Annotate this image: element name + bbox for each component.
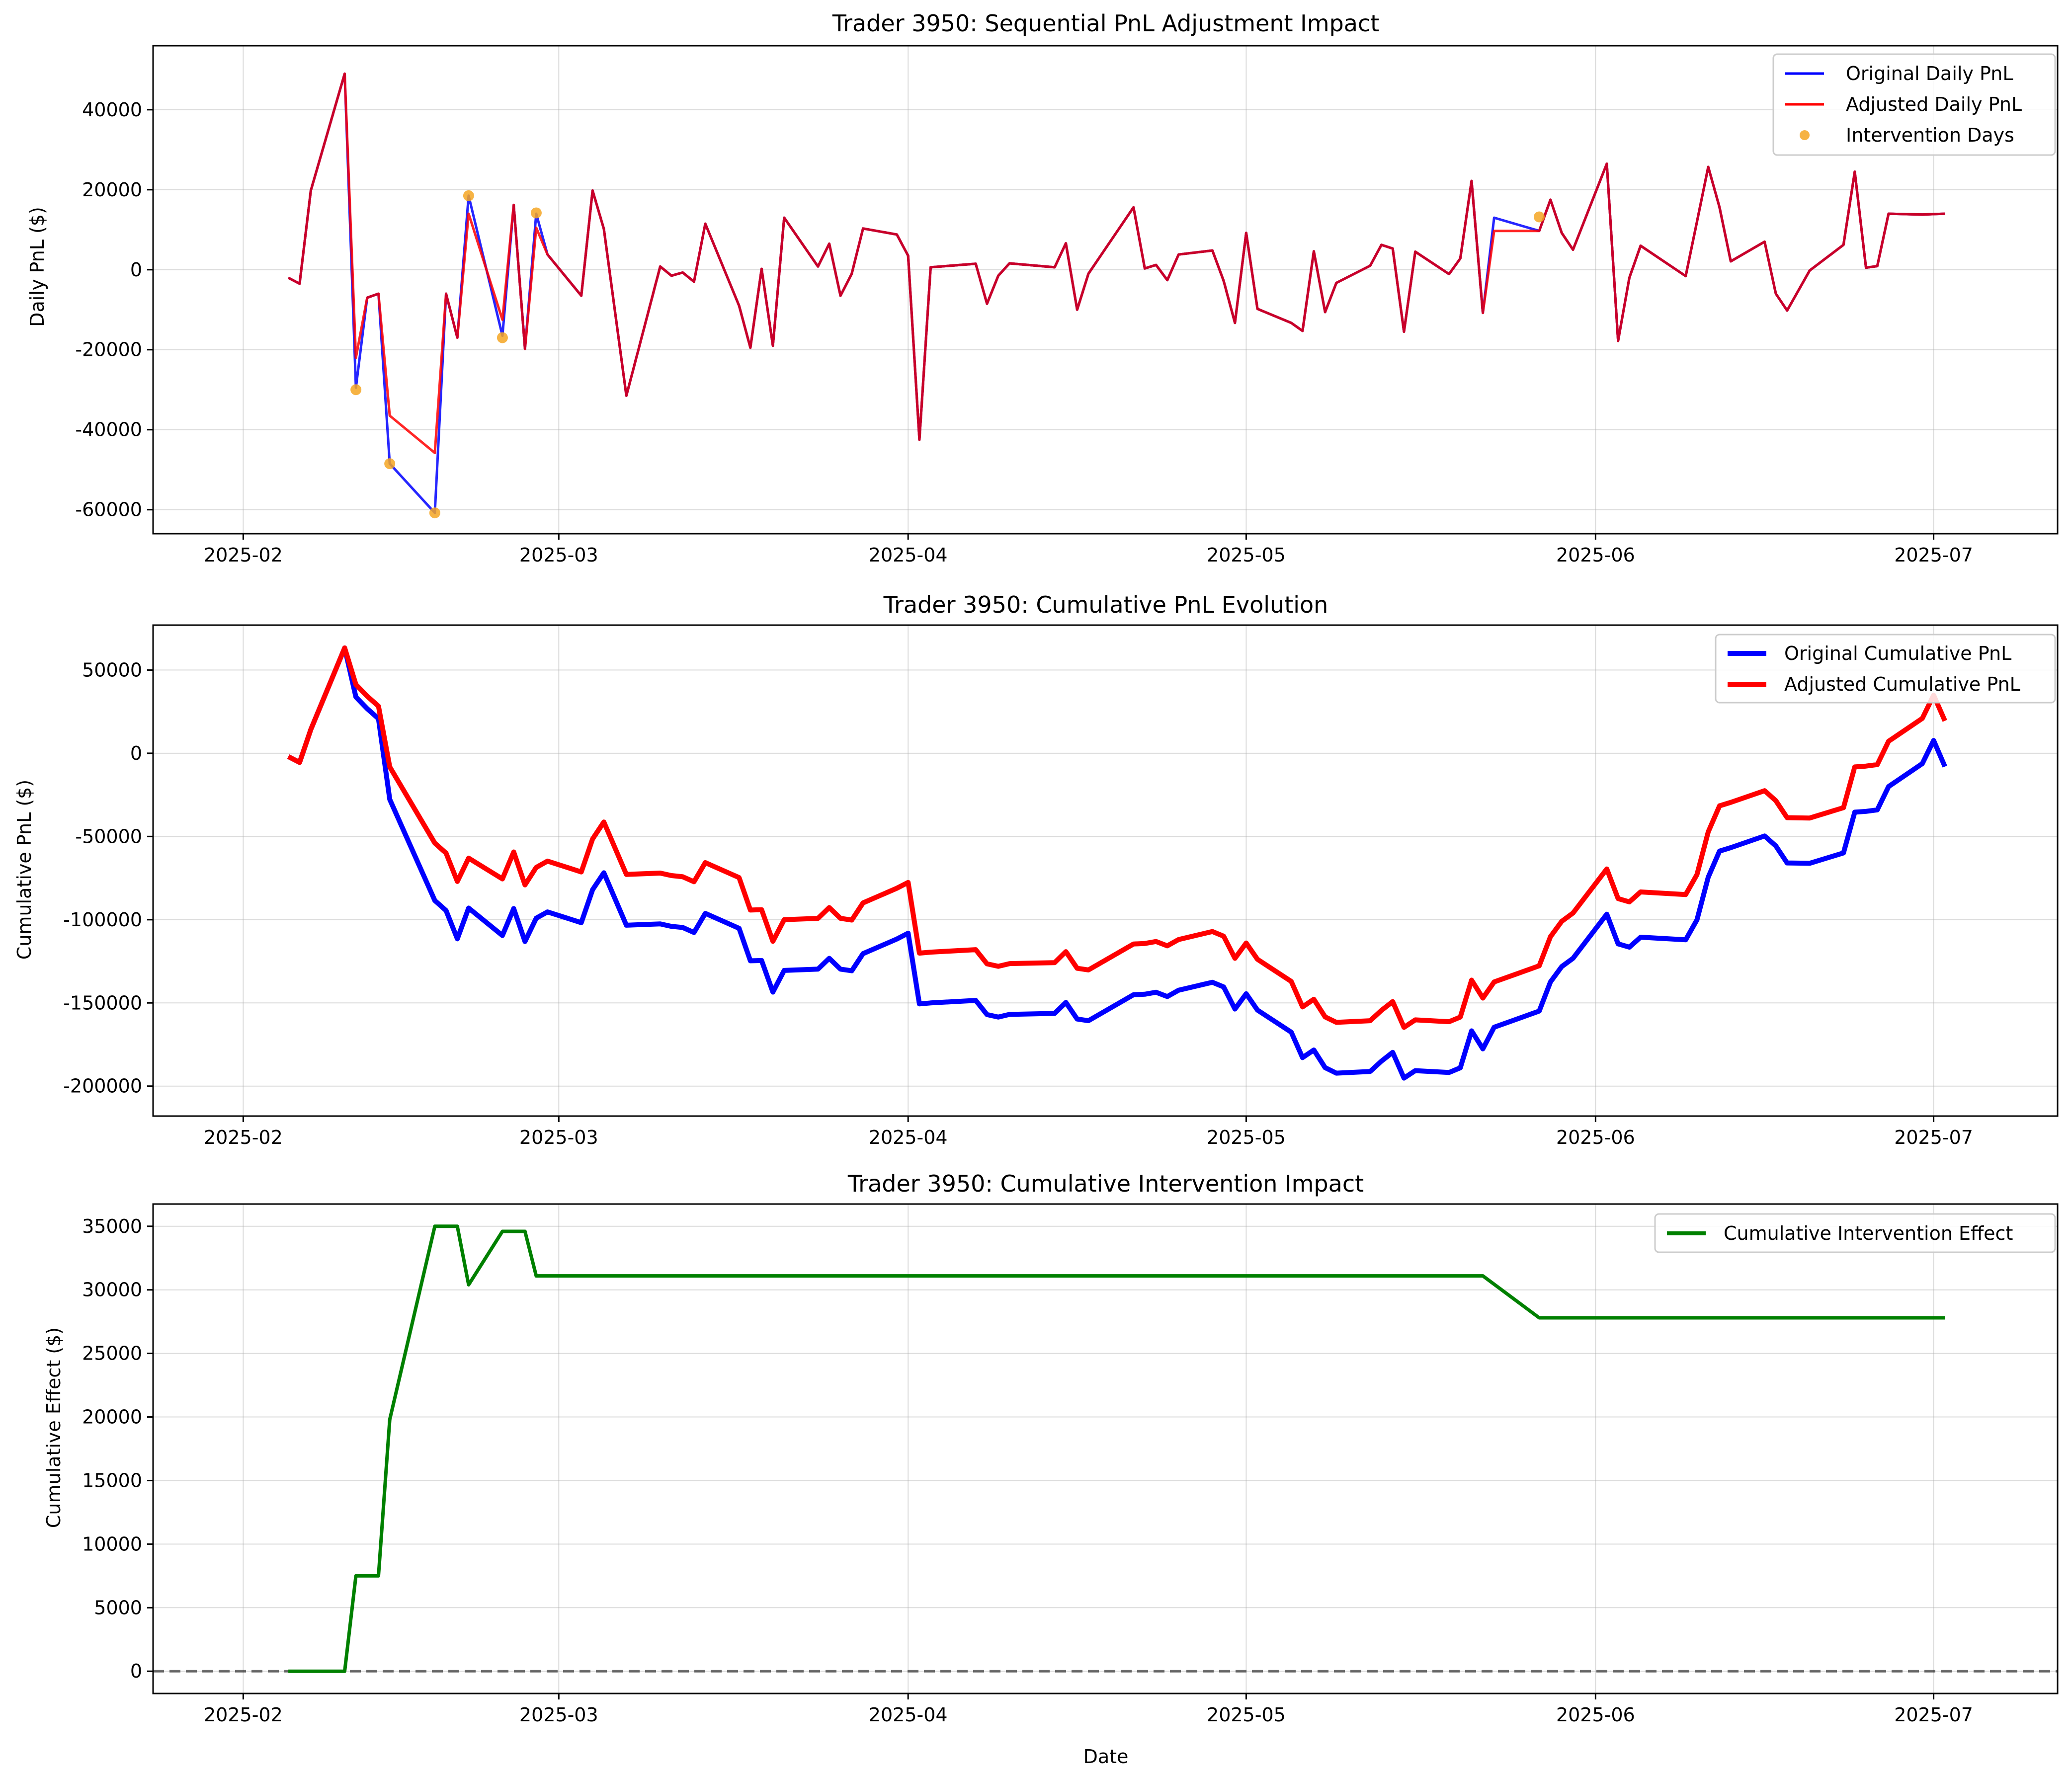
- x-tick-label: 2025-06: [1556, 1704, 1635, 1726]
- intervention-point: [429, 507, 440, 519]
- x-tick-label: 2025-07: [1894, 544, 1973, 566]
- y-axis-label-2: Cumulative PnL ($): [13, 780, 35, 960]
- plot-area-3: 0 5000 10000 15000 20000 25000 30000 35000 2025-…: [82, 1203, 2059, 1726]
- y-tick-label: 10000: [82, 1533, 142, 1555]
- series-line-cumulative-intervention-effect: [288, 1224, 1945, 1673]
- intervention-point: [1533, 211, 1545, 223]
- y-tick-label: 50000: [82, 659, 142, 681]
- series-overlap-segment: [1538, 162, 1945, 342]
- y-tick-label: -40000: [75, 419, 142, 441]
- intervention-point: [497, 332, 508, 343]
- x-tick-label: 2025-04: [869, 544, 948, 566]
- legend-box-1: [1772, 53, 2056, 156]
- chart-title-3: Trader 3950: Cumulative Intervention Imp…: [847, 1170, 1364, 1197]
- y-tick-label: 40000: [82, 99, 142, 121]
- legend-box-3: [1654, 1213, 2056, 1253]
- axes-frame: [152, 624, 2059, 1117]
- legend-1: Original Daily PnL Adjusted Daily PnL In…: [1772, 53, 2056, 156]
- x-tick-label: 2025-06: [1556, 544, 1635, 566]
- x-tick-label: 2025-04: [869, 1127, 948, 1148]
- legend-label-intervention-days: Intervention Days: [1846, 124, 2014, 146]
- chart-title-1: Trader 3950: Sequential PnL Adjustment I…: [832, 10, 1380, 37]
- y-tick-label: 0: [130, 259, 142, 281]
- y-tick-label: 15000: [82, 1469, 142, 1491]
- y-tick-label: -60000: [75, 499, 142, 521]
- intervention-point: [463, 190, 474, 201]
- intervention-point: [350, 384, 362, 396]
- y-tick-label: 30000: [82, 1279, 142, 1301]
- x-tick-label: 2025-05: [1207, 1127, 1286, 1148]
- x-tick-label: 2025-07: [1894, 1127, 1973, 1148]
- chart-title-2: Trader 3950: Cumulative PnL Evolution: [883, 591, 1328, 618]
- x-tick-label: 2025-02: [204, 1127, 283, 1148]
- y-tick-label: 0: [130, 742, 142, 764]
- series-line-adjusted-cumulative-pnl: [287, 645, 1947, 1030]
- legend-label-original-daily: Original Daily PnL: [1846, 63, 2013, 84]
- x-tick-label: 2025-03: [519, 1127, 598, 1148]
- x-tick-label: 2025-03: [519, 544, 598, 566]
- x-tick-label: 2025-02: [204, 1704, 283, 1726]
- series-overlap-segment: [287, 73, 346, 285]
- intervention-point: [530, 207, 542, 219]
- x-tick-label: 2025-02: [204, 544, 283, 566]
- x-axis-label: Date: [1083, 1746, 1129, 1768]
- legend-3: Cumulative Intervention Effect: [1654, 1213, 2056, 1253]
- legend-swatch-intervention-days: [1800, 130, 1810, 140]
- legend-label-intervention-effect: Cumulative Intervention Effect: [1724, 1222, 2013, 1244]
- y-tick-label: 0: [130, 1660, 142, 1682]
- x-tick-label: 2025-07: [1894, 1704, 1973, 1726]
- y-axis-label-3: Cumulative Effect ($): [43, 1327, 65, 1528]
- legend-label-original-cumulative: Original Cumulative PnL: [1784, 643, 2011, 664]
- series-overlap-segment: [366, 292, 379, 299]
- y-tick-label: 25000: [82, 1343, 142, 1365]
- y-tick-label: -50000: [75, 825, 142, 847]
- y-tick-label: 5000: [94, 1597, 142, 1618]
- legend-label-adjusted-daily: Adjusted Daily PnL: [1846, 93, 2022, 115]
- legend-label-adjusted-cumulative: Adjusted Cumulative PnL: [1784, 673, 2020, 695]
- y-tick-label: -100000: [63, 909, 142, 931]
- y-tick-label: 20000: [82, 1406, 142, 1428]
- series-overlap-segment: [546, 179, 1485, 441]
- axes-frame: [152, 45, 2059, 535]
- y-tick-label: -150000: [63, 992, 142, 1014]
- axes-frame: [152, 1203, 2059, 1694]
- series-overlap-segment: [445, 293, 459, 338]
- chart-panel-3: Trader 3950: Cumulative Intervention Imp…: [43, 1170, 2059, 1768]
- chart-panel-1: Trader 3950: Sequential PnL Adjustment I…: [26, 10, 2059, 566]
- y-tick-label: 20000: [82, 179, 142, 201]
- y-tick-label: -20000: [75, 339, 142, 361]
- plot-area-1: -60000 -40000 -20000 0 20000 40000 2025-02 2025…: [75, 45, 2059, 566]
- chart-panel-2: Trader 3950: Cumulative PnL Evolution Cu…: [13, 591, 2059, 1148]
- series-overlap-segment: [512, 205, 526, 349]
- legend-box-2: [1715, 634, 2056, 704]
- intervention-point: [384, 458, 396, 470]
- series-line-original-cumulative-pnl: [287, 645, 1947, 1081]
- plot-area-2: -200000 -150000 -100000 -50000 0 50000 2025-02…: [63, 624, 2059, 1148]
- x-tick-label: 2025-06: [1556, 1127, 1635, 1148]
- x-tick-label: 2025-05: [1207, 1704, 1286, 1726]
- x-tick-label: 2025-04: [869, 1704, 948, 1726]
- y-axis-label-1: Daily PnL ($): [26, 207, 48, 327]
- y-tick-label: 35000: [82, 1215, 142, 1237]
- legend-2: Original Cumulative PnL Adjusted Cumulat…: [1715, 634, 2056, 704]
- x-tick-label: 2025-03: [519, 1704, 598, 1726]
- x-tick-label: 2025-05: [1207, 544, 1286, 566]
- y-tick-label: -200000: [63, 1075, 142, 1097]
